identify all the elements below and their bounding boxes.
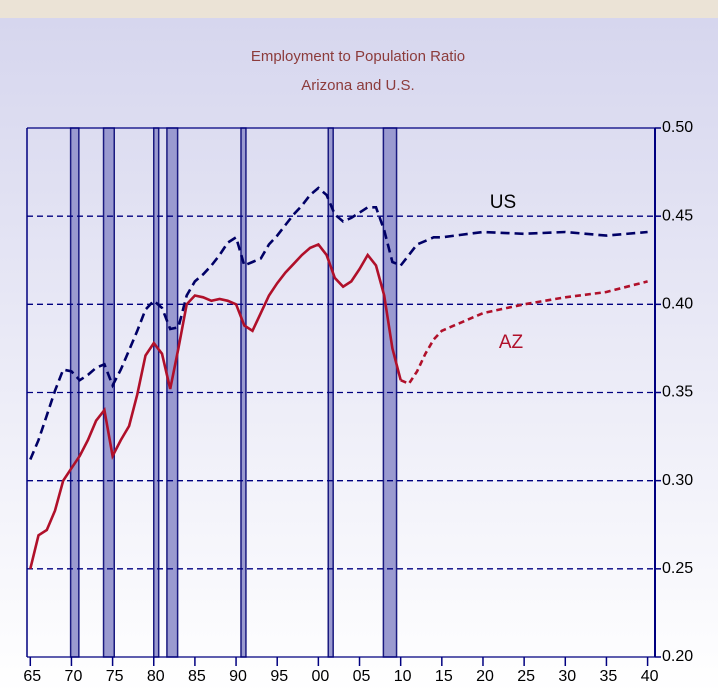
x-tick-label: 10 xyxy=(394,668,412,685)
x-tick-label: 30 xyxy=(558,668,576,685)
x-tick-label: 20 xyxy=(476,668,494,685)
x-tick-label: 00 xyxy=(311,668,329,685)
series-line xyxy=(29,242,402,570)
y-tick-label: 0.30 xyxy=(662,472,693,489)
chart-title: Employment to Population Ratio xyxy=(251,48,465,65)
chart-subtitle: Arizona and U.S. xyxy=(301,77,414,94)
x-tick-label: 85 xyxy=(188,668,206,685)
y-tick-label: 0.40 xyxy=(662,296,693,313)
x-tick-label: 40 xyxy=(641,668,659,685)
chart-background xyxy=(0,18,718,694)
x-tick-label: 75 xyxy=(106,668,124,685)
top-band xyxy=(0,0,718,18)
y-tick-label: 0.25 xyxy=(662,560,693,577)
x-tick-label: 05 xyxy=(353,668,371,685)
y-tick-label: 0.20 xyxy=(662,648,693,665)
x-tick-label: 25 xyxy=(517,668,535,685)
annotation: US xyxy=(490,192,516,213)
y-tick-label: 0.35 xyxy=(662,384,693,401)
x-tick-label: 65 xyxy=(23,668,41,685)
annotation: AZ xyxy=(499,332,524,353)
x-tick-label: 35 xyxy=(600,668,618,685)
x-tick-label: 70 xyxy=(65,668,83,685)
series-line xyxy=(399,230,648,267)
series-line xyxy=(29,186,402,461)
x-tick-label: 95 xyxy=(270,668,288,685)
x-tick-label: 90 xyxy=(229,668,247,685)
x-tick-label: 80 xyxy=(147,668,165,685)
y-tick-label: 0.45 xyxy=(662,207,693,224)
y-tick-label: 0.50 xyxy=(662,119,693,136)
x-tick-label: 15 xyxy=(435,668,453,685)
series-line xyxy=(400,280,648,386)
